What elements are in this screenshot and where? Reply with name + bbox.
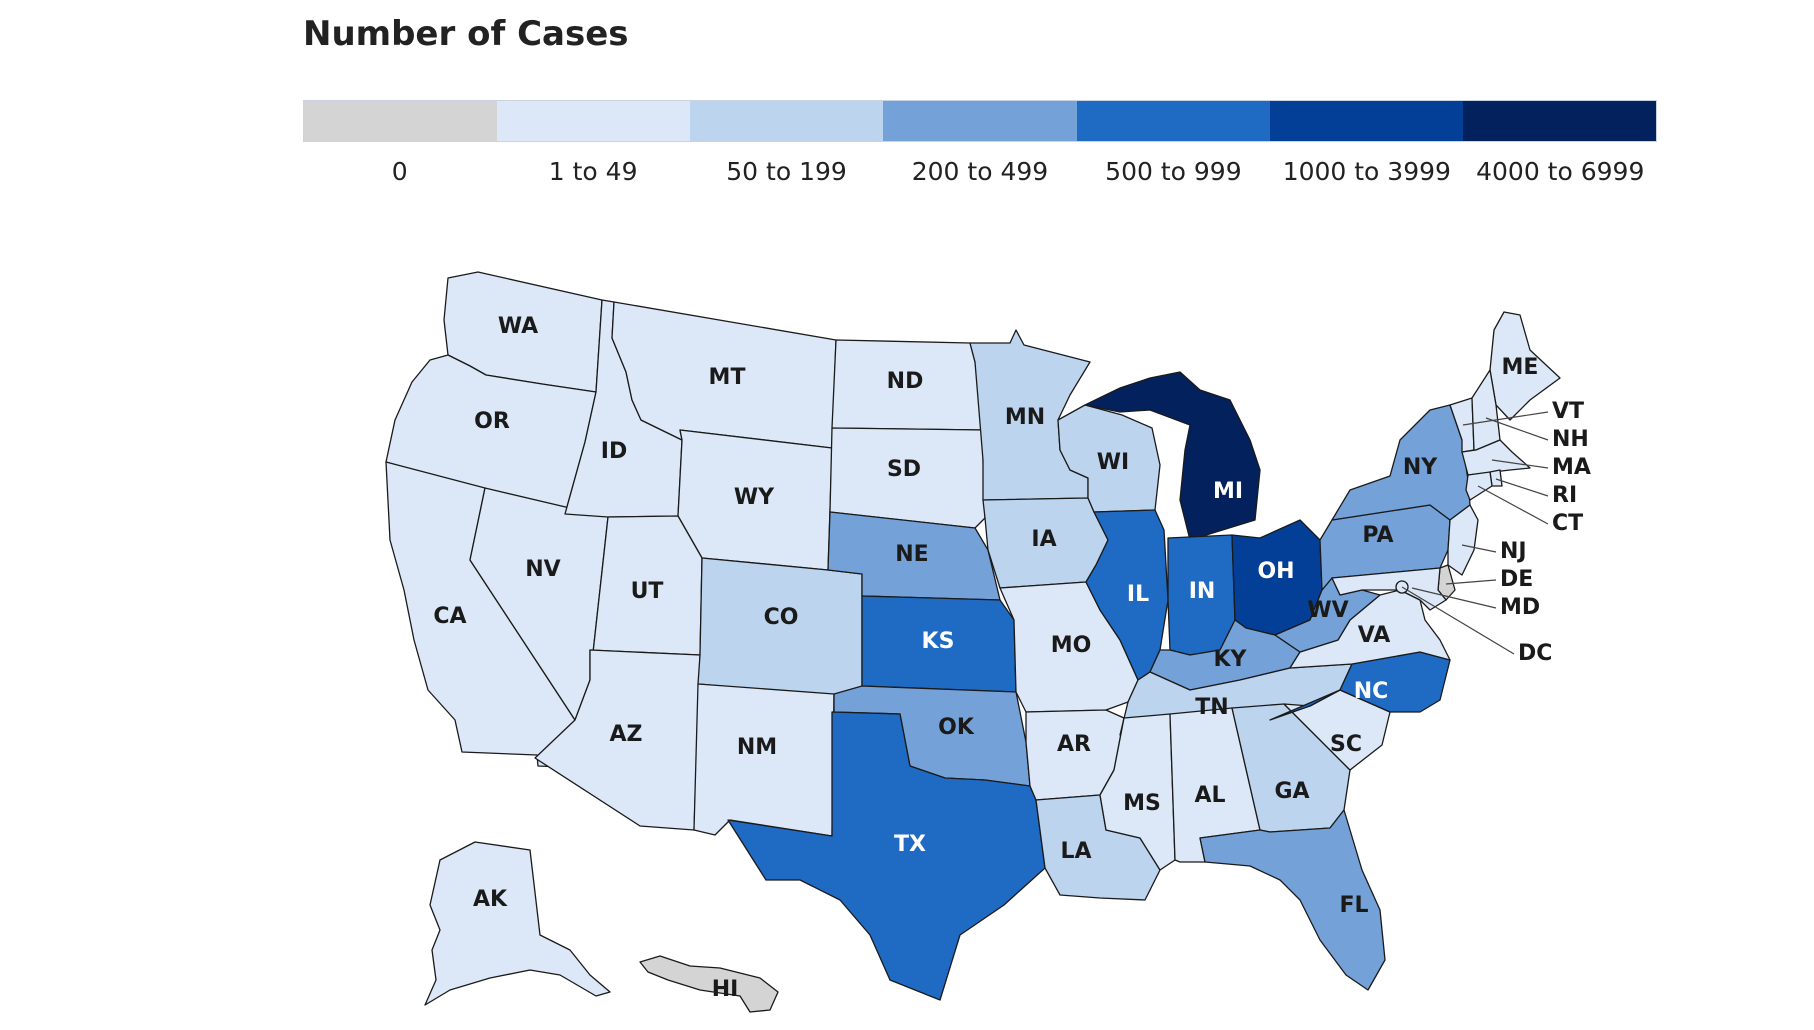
legend-swatch-5 <box>1269 101 1463 141</box>
leader-line-dc <box>1401 586 1515 655</box>
state-label-pa: PA <box>1362 523 1393 548</box>
state-label-fl: FL <box>1339 893 1368 918</box>
map-title: Number of Cases <box>303 14 629 54</box>
legend-label: 500 to 999 <box>1105 157 1242 186</box>
state-label-wi: WI <box>1097 450 1129 475</box>
leader-line-de <box>1445 579 1497 585</box>
legend-color-bar <box>303 100 1657 142</box>
state-label-id: ID <box>601 439 627 464</box>
legend-labels: 0 1 to 49 50 to 199 200 to 499 500 to 99… <box>303 157 1657 186</box>
leader-line-nj <box>1461 544 1497 553</box>
state-label-md: MD <box>1500 595 1540 620</box>
state-label-dc: DC <box>1518 641 1552 666</box>
state-label-ca: CA <box>433 604 466 629</box>
state-label-ak: AK <box>473 887 508 912</box>
leader-line-ct <box>1477 485 1549 525</box>
state-label-vt: VT <box>1552 399 1584 424</box>
leader-line-ri <box>1495 478 1549 497</box>
legend-swatch-3 <box>883 101 1077 141</box>
state-label-ia: IA <box>1031 527 1056 552</box>
state-label-ny: NY <box>1403 455 1438 480</box>
leader-line-vt <box>1462 411 1549 426</box>
state-label-wa: WA <box>498 314 538 339</box>
state-label-wv: WV <box>1307 598 1348 623</box>
state-label-tn: TN <box>1195 695 1228 720</box>
state-label-co: CO <box>764 605 799 630</box>
legend-label: 1000 to 3999 <box>1282 157 1451 186</box>
state-ms[interactable] <box>1099 713 1176 871</box>
leader-line-md <box>1411 587 1497 609</box>
legend-label: 200 to 499 <box>911 157 1049 186</box>
state-label-mi: MI <box>1213 479 1243 504</box>
state-label-az: AZ <box>610 722 643 747</box>
state-label-ri: RI <box>1552 483 1577 508</box>
leader-line-ma <box>1491 459 1549 469</box>
state-label-nm: NM <box>737 735 777 760</box>
state-az[interactable] <box>534 649 701 831</box>
state-label-ms: MS <box>1123 791 1161 816</box>
state-ny[interactable] <box>1331 404 1471 521</box>
state-label-sc: SC <box>1330 732 1362 757</box>
state-label-nj: NJ <box>1500 539 1527 564</box>
state-label-mo: MO <box>1051 633 1092 658</box>
legend-swatch-1 <box>497 101 691 141</box>
state-label-va: VA <box>1358 623 1391 648</box>
state-label-il: IL <box>1127 582 1149 607</box>
state-label-nh: NH <box>1552 427 1589 452</box>
state-nj[interactable] <box>1447 504 1479 576</box>
state-label-ky: KY <box>1214 647 1248 672</box>
legend-swatch-0 <box>304 101 498 141</box>
state-label-ct: CT <box>1552 511 1583 536</box>
state-label-ok: OK <box>938 715 975 740</box>
state-label-ne: NE <box>895 542 928 567</box>
legend-label: 4000 to 6999 <box>1476 157 1645 186</box>
state-label-me: ME <box>1502 355 1539 380</box>
legend-swatch-2 <box>690 101 884 141</box>
legend-swatch-4 <box>1076 101 1270 141</box>
state-label-wy: WY <box>734 485 775 510</box>
state-label-nd: ND <box>887 369 924 394</box>
state-label-in: IN <box>1189 579 1216 604</box>
legend-swatch-6 <box>1462 101 1656 141</box>
state-label-ut: UT <box>631 579 664 604</box>
state-label-mt: MT <box>709 365 746 390</box>
state-label-mn: MN <box>1005 405 1045 430</box>
legend-label: 0 <box>391 157 408 186</box>
state-label-nv: NV <box>525 557 560 582</box>
state-fl[interactable] <box>1199 809 1386 991</box>
state-label-de: DE <box>1500 567 1533 592</box>
legend-label: 50 to 199 <box>726 157 847 186</box>
state-label-nc: NC <box>1354 679 1389 704</box>
state-label-hi: HI <box>712 977 739 1002</box>
state-label-ma: MA <box>1552 455 1591 480</box>
legend-label: 1 to 49 <box>548 157 638 186</box>
state-label-ar: AR <box>1057 732 1091 757</box>
state-mi[interactable] <box>1084 371 1261 541</box>
state-label-oh: OH <box>1257 559 1294 584</box>
state-label-or: OR <box>474 409 510 434</box>
state-hi[interactable] <box>639 955 779 1013</box>
state-ak[interactable] <box>424 841 611 1006</box>
state-nm[interactable] <box>693 683 835 837</box>
state-label-tx: TX <box>894 832 926 857</box>
state-label-sd: SD <box>887 457 921 482</box>
state-label-la: LA <box>1060 839 1091 864</box>
state-tx[interactable] <box>727 711 1046 1001</box>
state-label-ks: KS <box>922 629 955 654</box>
state-label-al: AL <box>1194 783 1225 808</box>
state-label-ga: GA <box>1274 779 1309 804</box>
leader-line-nh <box>1485 417 1549 441</box>
